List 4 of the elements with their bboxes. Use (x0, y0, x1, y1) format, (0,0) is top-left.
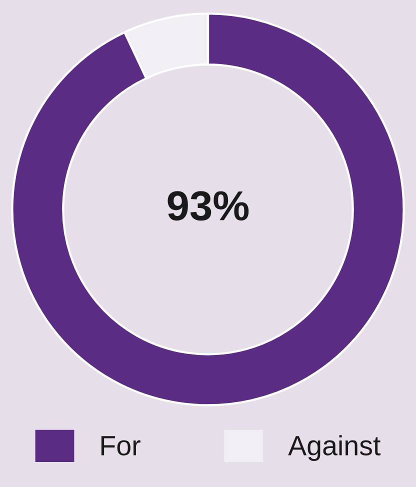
legend-label: For (101, 436, 140, 456)
donut-slice (11, 12, 405, 406)
text: 93% (168, 191, 249, 221)
legend-label: Against (288, 435, 381, 461)
